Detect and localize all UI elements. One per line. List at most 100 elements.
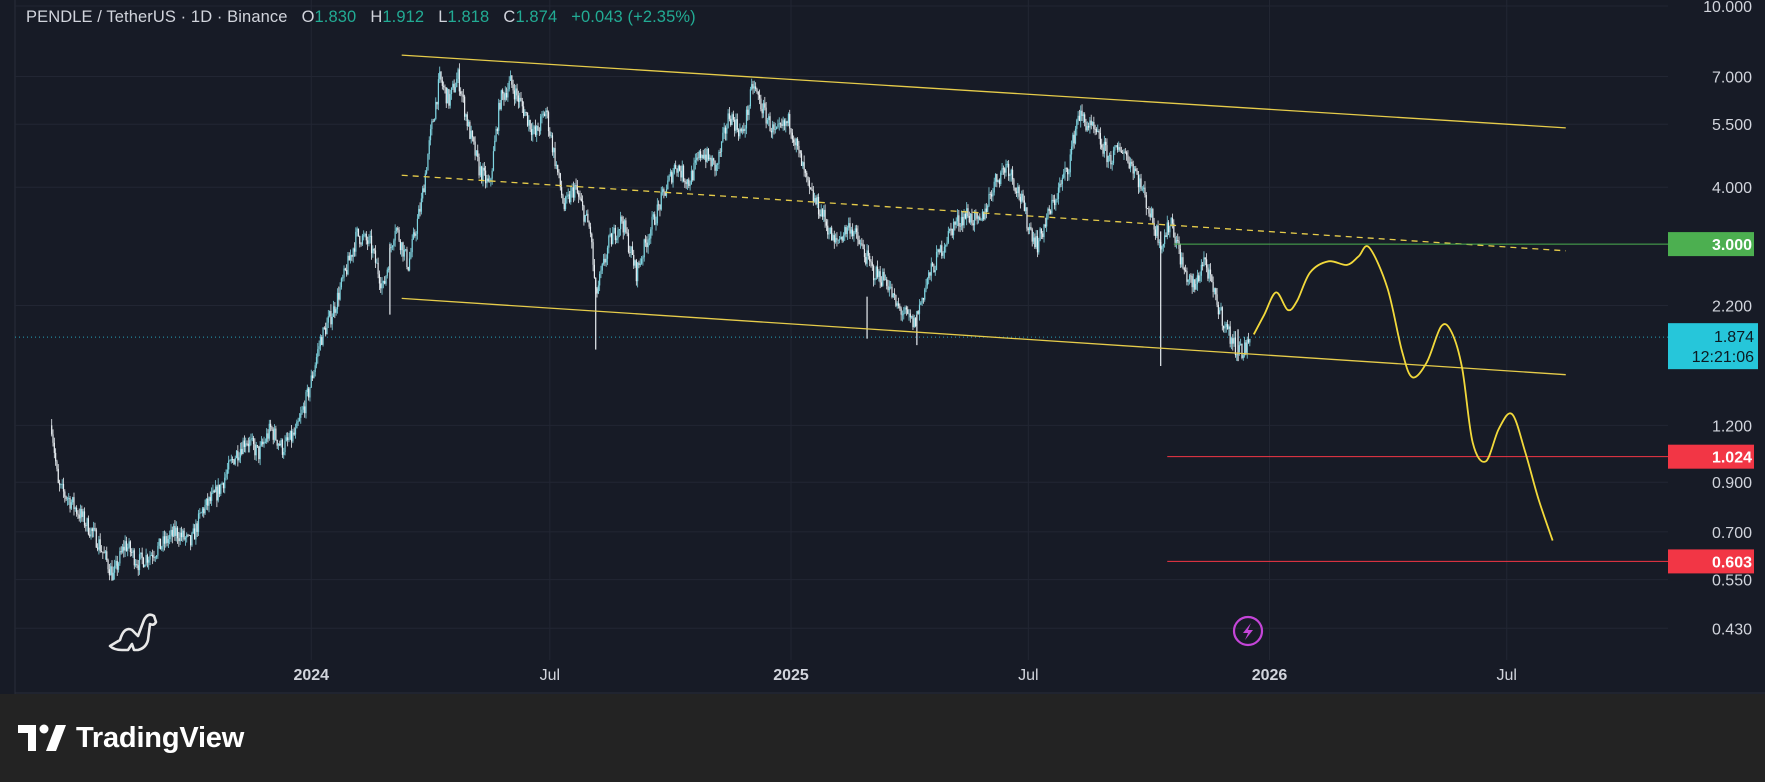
time-axis[interactable]: 2024 Jul 2025 Jul 2026 Jul [293, 667, 1517, 684]
candle-body [731, 114, 733, 125]
candle-body [808, 180, 810, 188]
candle-body [938, 249, 940, 253]
candle-body [853, 232, 855, 237]
candle-body [498, 102, 500, 131]
candle-body [752, 84, 754, 89]
candle-body [753, 86, 755, 89]
candle-body [187, 534, 189, 536]
candle-body [376, 262, 378, 264]
candle-body [479, 166, 481, 176]
candle-body [469, 121, 471, 139]
candle-body [925, 285, 927, 290]
candle-body [1246, 339, 1248, 353]
projection-path [1252, 245, 1554, 541]
drawings[interactable] [401, 54, 1668, 562]
candle-body [351, 255, 353, 257]
candle-body [260, 441, 263, 446]
candle-body [930, 263, 932, 276]
candle-body [567, 194, 569, 197]
tradingview-brand[interactable]: TradingView [18, 718, 244, 758]
candle-body [470, 130, 472, 139]
candle-body [575, 185, 577, 187]
candle-body [783, 120, 786, 126]
candle-body [145, 555, 147, 565]
symbol-legend[interactable]: PENDLE / TetherUS · 1D · Binance O1.830 … [26, 8, 696, 27]
lightning-icon[interactable] [1232, 615, 1264, 647]
candle-body [1186, 271, 1188, 282]
candle-body [69, 498, 71, 509]
candle-body [1034, 237, 1036, 248]
candle-body [946, 242, 948, 246]
candle-body [723, 127, 725, 133]
candle-body [529, 120, 531, 130]
candle-body [984, 208, 986, 220]
candle-body [203, 508, 205, 514]
candle-body [1081, 110, 1083, 116]
candle-body [1013, 179, 1015, 188]
candle-body [466, 114, 468, 127]
candle-body [327, 316, 329, 323]
candle-body [424, 173, 426, 193]
candle-body [191, 532, 193, 546]
candle-body [554, 148, 556, 166]
candle-body [73, 497, 75, 509]
candle-body [137, 565, 139, 571]
candle-body [386, 269, 388, 276]
candle-body [908, 313, 910, 315]
candle-body [521, 100, 523, 107]
chart-panel[interactable]: 10.000 7.000 5.500 4.000 2.200 1.200 0.900 0.70… [0, 0, 1765, 694]
candle-body [1102, 147, 1104, 154]
candle-body [352, 248, 354, 257]
candle-body [736, 119, 738, 130]
candle-body [313, 372, 315, 379]
candle-body [515, 88, 517, 100]
candle-body [237, 450, 239, 461]
candle-body [370, 235, 373, 254]
candle-body [1161, 246, 1163, 250]
candle-body [429, 129, 432, 141]
candle-body [661, 189, 664, 193]
candle-body [688, 179, 690, 186]
candle-body [298, 417, 301, 422]
candle-body [941, 245, 943, 256]
candle-body [504, 93, 506, 100]
candle-body [60, 484, 62, 486]
candle-body [892, 293, 894, 298]
candle-body [647, 239, 649, 248]
candle-body [862, 244, 864, 250]
candle-body [176, 527, 179, 539]
candle-body [436, 101, 438, 105]
time-tick-label: 2025 [773, 667, 809, 684]
candle-body [1190, 275, 1192, 277]
candle-body [520, 97, 522, 101]
candle-body [592, 242, 594, 265]
candle-body [692, 170, 694, 181]
candle-body [673, 165, 675, 173]
time-tick-label: 2024 [293, 667, 329, 684]
candle-body [1225, 324, 1227, 327]
candle-body [1069, 154, 1071, 173]
candle-body [593, 264, 596, 278]
candle-body [1242, 355, 1244, 358]
candle-body [1178, 241, 1180, 249]
candle-body [336, 292, 339, 310]
candle-body [564, 197, 567, 210]
candle-body [287, 437, 289, 441]
candle-body [533, 126, 535, 129]
price-chart[interactable]: 10.000 7.000 5.500 4.000 2.200 1.200 0.900 0.70… [0, 0, 1765, 694]
candle-body [1220, 307, 1222, 311]
candle-body [169, 534, 171, 540]
candle-body [772, 124, 774, 133]
candle-body [828, 233, 830, 235]
candle-body [1132, 163, 1134, 174]
candle-body [553, 148, 555, 153]
candle-body [935, 251, 938, 271]
price-axis[interactable]: 10.000 7.000 5.500 4.000 2.200 1.200 0.900 0.70… [1668, 0, 1758, 638]
candle-body [583, 205, 585, 222]
candle-body [1129, 161, 1132, 169]
candle-body [1006, 163, 1008, 165]
candle-body [209, 497, 211, 501]
candle-body [76, 507, 78, 514]
price-tick-label: 0.700 [1712, 525, 1752, 542]
candle-body [402, 242, 404, 257]
